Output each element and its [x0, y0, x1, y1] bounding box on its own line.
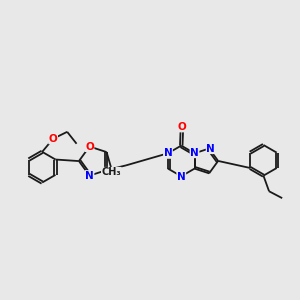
Text: N: N: [190, 148, 199, 158]
Text: CH₃: CH₃: [101, 167, 121, 177]
Text: O: O: [178, 122, 186, 132]
Text: N: N: [85, 171, 94, 181]
Text: N: N: [177, 172, 186, 182]
Text: O: O: [85, 142, 94, 152]
Text: N: N: [164, 148, 172, 158]
Text: N: N: [206, 143, 215, 154]
Text: O: O: [49, 134, 58, 144]
